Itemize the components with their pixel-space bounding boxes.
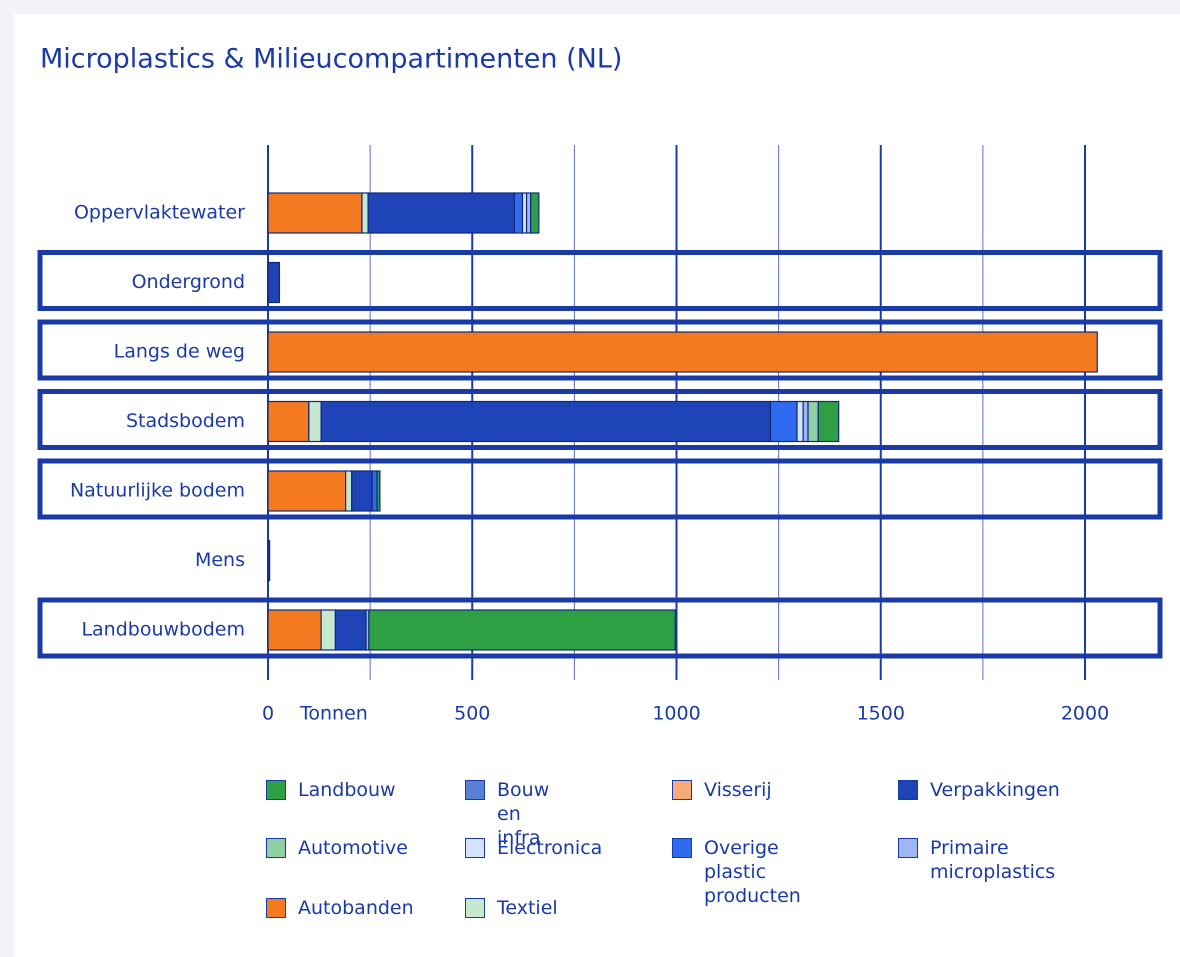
legend-item: Verpakkingen — [898, 778, 1060, 802]
legend-item: Visserij — [672, 778, 772, 802]
legend-label: Overige plastic producten — [704, 837, 801, 907]
bar-segment — [267, 192, 363, 234]
bar-segment — [368, 609, 676, 651]
bar-segment — [513, 192, 524, 234]
panel — [14, 14, 1180, 957]
legend-label: Verpakkingen — [930, 779, 1060, 801]
legend-label: Primaire microplastics — [930, 837, 1056, 883]
bar-segment — [796, 400, 804, 443]
bar-segment — [521, 192, 528, 234]
bar-segment — [802, 400, 809, 443]
legend-swatch — [465, 838, 485, 858]
legend-item: Automotive — [266, 836, 408, 860]
bar-segment — [334, 609, 367, 651]
bar-segment — [530, 192, 540, 234]
legend-label: Automotive — [298, 837, 408, 859]
bar-segment — [267, 261, 281, 304]
x-tick-label: 0 — [262, 703, 274, 725]
x-tick-label: 2000 — [1061, 703, 1109, 725]
y-tick-label: Stadsbodem — [126, 410, 245, 432]
legend-swatch — [672, 780, 692, 800]
legend-label: Autobanden — [298, 897, 414, 919]
legend-item: Bouw en infra — [465, 778, 549, 850]
chart-title: Microplastics & Milieucompartimenten (NL… — [40, 44, 622, 75]
highlight-box — [37, 458, 1163, 520]
bar-segment — [345, 470, 353, 512]
bar-segment — [267, 609, 322, 651]
highlight-box — [37, 319, 1163, 381]
legend-label: Electronica — [497, 837, 603, 859]
x-axis-label: Tonnen — [299, 703, 368, 725]
bar-segment — [817, 400, 840, 443]
bar-segment — [320, 400, 772, 443]
bar-segment — [367, 192, 515, 234]
y-tick-label: Ondergrond — [132, 271, 245, 293]
legend-swatch — [465, 780, 485, 800]
legend-swatch — [898, 780, 918, 800]
legend-item: Textiel — [465, 896, 558, 920]
x-tick-label: 500 — [454, 703, 490, 725]
legend-label: Textiel — [497, 897, 558, 919]
bar-segment — [361, 192, 369, 234]
legend-swatch — [465, 898, 485, 918]
highlight-box — [37, 597, 1163, 659]
bar-segment — [807, 400, 819, 443]
legend-item: Overige plastic producten — [672, 836, 801, 908]
legend-swatch — [266, 780, 286, 800]
legend-label: Visserij — [704, 779, 772, 801]
highlight-box — [37, 250, 1163, 311]
y-tick-label: Natuurlijke bodem — [70, 480, 245, 502]
legend-swatch — [898, 838, 918, 858]
highlight-box — [37, 389, 1163, 450]
bar-segment — [376, 470, 381, 512]
bar-segment — [769, 400, 798, 443]
y-tick-label: Mens — [195, 549, 245, 571]
bar-segment — [267, 539, 271, 582]
legend-item: Landbouw — [266, 778, 396, 802]
y-tick-label: Oppervlaktewater — [74, 202, 245, 224]
legend-swatch — [672, 838, 692, 858]
legend-item: Electronica — [465, 836, 602, 860]
bar-segment — [320, 609, 337, 651]
y-tick-label: Langs de weg — [114, 341, 245, 363]
legend-item: Autobanden — [266, 896, 414, 920]
legend-label: Bouw en infra — [497, 779, 550, 849]
x-tick-label: 1500 — [857, 703, 905, 725]
bar-segment — [267, 400, 310, 443]
bar-segment — [308, 400, 322, 443]
legend-label: Landbouw — [298, 779, 396, 801]
bar-segment — [267, 331, 1098, 373]
legend-item: Primaire microplastics — [898, 836, 1055, 884]
bar-segment — [267, 470, 347, 512]
bar-segment — [525, 192, 532, 234]
y-tick-label: Landbouwbodem — [81, 619, 245, 641]
bar-segment — [351, 470, 373, 512]
legend-swatch — [266, 898, 286, 918]
bar-segment — [371, 470, 378, 512]
x-tick-label: 1000 — [652, 703, 700, 725]
legend-swatch — [266, 838, 286, 858]
